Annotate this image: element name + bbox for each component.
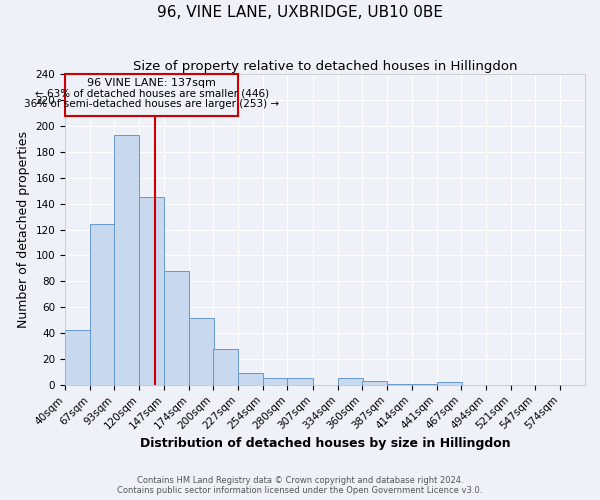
Bar <box>65 330 90 385</box>
Bar <box>437 382 462 385</box>
Bar <box>114 135 139 385</box>
Text: Contains HM Land Registry data © Crown copyright and database right 2024.
Contai: Contains HM Land Registry data © Crown c… <box>118 476 482 495</box>
Bar <box>386 384 412 385</box>
Bar <box>263 378 289 385</box>
Bar <box>214 348 238 385</box>
Text: ← 63% of detached houses are smaller (446): ← 63% of detached houses are smaller (44… <box>35 88 269 99</box>
Bar <box>338 378 362 385</box>
Bar <box>412 384 437 385</box>
Text: 36% of semi-detached houses are larger (253) →: 36% of semi-detached houses are larger (… <box>24 99 279 109</box>
Text: 96 VINE LANE: 137sqm: 96 VINE LANE: 137sqm <box>87 78 216 88</box>
Bar <box>238 373 263 385</box>
Bar <box>362 381 386 385</box>
Bar <box>164 271 189 385</box>
Bar <box>90 224 115 385</box>
X-axis label: Distribution of detached houses by size in Hillingdon: Distribution of detached houses by size … <box>140 437 511 450</box>
Bar <box>287 378 313 385</box>
Text: 96, VINE LANE, UXBRIDGE, UB10 0BE: 96, VINE LANE, UXBRIDGE, UB10 0BE <box>157 5 443 20</box>
Bar <box>189 318 214 385</box>
Bar <box>139 197 164 385</box>
Title: Size of property relative to detached houses in Hillingdon: Size of property relative to detached ho… <box>133 60 517 73</box>
Y-axis label: Number of detached properties: Number of detached properties <box>17 131 30 328</box>
FancyBboxPatch shape <box>65 74 238 116</box>
